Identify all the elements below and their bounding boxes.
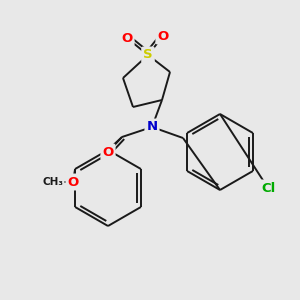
Text: S: S <box>143 49 153 62</box>
Text: N: N <box>146 121 158 134</box>
Text: O: O <box>122 32 133 44</box>
Text: O: O <box>158 29 169 43</box>
Text: O: O <box>102 146 114 158</box>
Text: Cl: Cl <box>261 182 275 194</box>
Text: O: O <box>68 176 79 188</box>
Text: CH₃: CH₃ <box>43 177 64 187</box>
